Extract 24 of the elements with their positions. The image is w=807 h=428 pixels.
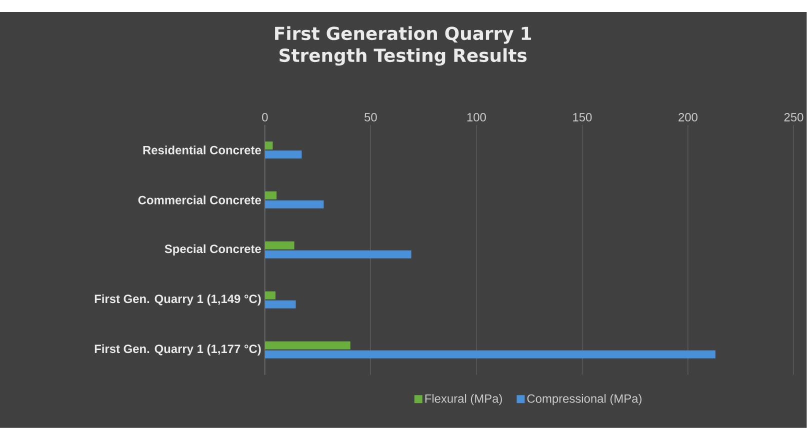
bar bbox=[264, 291, 276, 300]
bar bbox=[264, 241, 294, 250]
bar bbox=[264, 192, 277, 200]
y-tick-label: Residential Concrete bbox=[143, 146, 261, 154]
x-tick-label: 150 bbox=[573, 113, 592, 122]
bar bbox=[264, 300, 296, 308]
legend-label: Flexural (MPa) bbox=[425, 394, 502, 406]
x-tick-label: 50 bbox=[364, 113, 377, 122]
x-tick-label: 0 bbox=[262, 113, 268, 122]
chart-title: First Generation Quarry 1 Strength Testing Results bbox=[275, 26, 532, 66]
x-tick-label: 250 bbox=[784, 113, 804, 122]
bar bbox=[264, 341, 350, 350]
y-tick-label: Special Concrete bbox=[164, 244, 261, 256]
x-tick-label: 200 bbox=[678, 113, 698, 122]
bar bbox=[264, 142, 273, 150]
legend-label: Compressional (MPa) bbox=[527, 394, 642, 406]
bar bbox=[264, 200, 324, 209]
bar bbox=[264, 250, 412, 258]
bar bbox=[264, 150, 302, 159]
bar bbox=[264, 350, 716, 358]
x-tick-label: 100 bbox=[467, 113, 486, 122]
y-tick-label: Commercial Concrete bbox=[138, 196, 261, 204]
y-tick-label: First Gen. Quarry 1 (1,177 °C) bbox=[94, 344, 261, 356]
y-tick-label: First Gen. Quarry 1 (1,149 °C) bbox=[94, 294, 261, 306]
